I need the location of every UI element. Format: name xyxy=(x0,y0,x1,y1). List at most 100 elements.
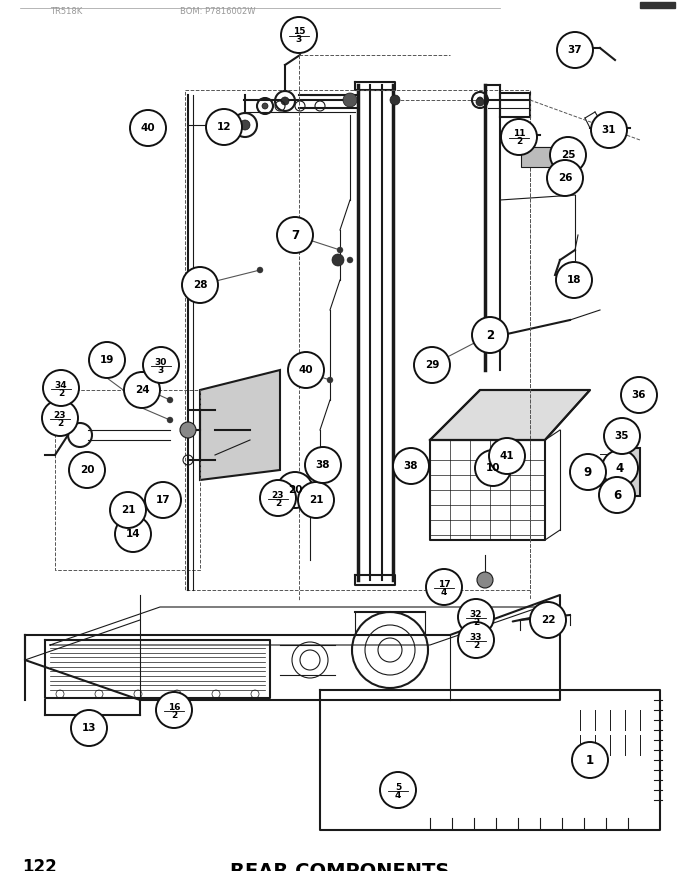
Circle shape xyxy=(89,342,125,378)
Circle shape xyxy=(477,337,483,343)
Text: 12: 12 xyxy=(217,122,231,132)
Text: 31: 31 xyxy=(602,125,616,135)
Circle shape xyxy=(599,477,635,513)
Text: 14: 14 xyxy=(126,529,140,539)
Circle shape xyxy=(347,257,353,263)
Circle shape xyxy=(337,247,343,253)
Circle shape xyxy=(550,137,586,173)
Text: 20: 20 xyxy=(288,485,302,495)
Text: 15: 15 xyxy=(293,28,305,37)
Circle shape xyxy=(477,97,483,103)
Text: 25: 25 xyxy=(561,150,575,160)
Text: 17: 17 xyxy=(438,579,450,589)
Text: REAR COMPONENTS: REAR COMPONENTS xyxy=(231,862,449,871)
Circle shape xyxy=(390,95,400,105)
Circle shape xyxy=(591,112,627,148)
Circle shape xyxy=(257,267,263,273)
Circle shape xyxy=(621,377,657,413)
Circle shape xyxy=(143,347,179,383)
Circle shape xyxy=(124,372,160,408)
Text: 19: 19 xyxy=(100,355,114,365)
Circle shape xyxy=(110,492,146,528)
Circle shape xyxy=(71,710,107,746)
Text: 36: 36 xyxy=(632,390,646,400)
Text: 30: 30 xyxy=(155,357,167,367)
Circle shape xyxy=(332,254,344,266)
Bar xyxy=(521,147,563,167)
Text: 34: 34 xyxy=(54,381,67,389)
Circle shape xyxy=(604,418,640,454)
Circle shape xyxy=(557,32,593,68)
Text: 6: 6 xyxy=(613,489,621,502)
Circle shape xyxy=(43,370,79,406)
Circle shape xyxy=(393,448,429,484)
Text: 3: 3 xyxy=(158,366,164,375)
Circle shape xyxy=(343,93,357,107)
Circle shape xyxy=(570,454,606,490)
Text: 3: 3 xyxy=(296,36,302,44)
Text: BOM: P7816002W: BOM: P7816002W xyxy=(180,7,256,16)
Circle shape xyxy=(281,97,289,105)
Circle shape xyxy=(145,482,181,518)
Circle shape xyxy=(260,480,296,516)
Circle shape xyxy=(472,317,508,353)
Text: 38: 38 xyxy=(316,460,330,470)
Text: 29: 29 xyxy=(425,360,439,370)
Text: 21: 21 xyxy=(309,495,323,505)
Text: 37: 37 xyxy=(568,45,582,55)
Text: 9: 9 xyxy=(584,465,592,478)
Circle shape xyxy=(489,438,525,474)
Circle shape xyxy=(562,272,568,278)
Circle shape xyxy=(180,422,196,438)
Circle shape xyxy=(475,450,511,486)
Circle shape xyxy=(572,742,608,778)
Circle shape xyxy=(565,43,575,53)
Text: 28: 28 xyxy=(192,280,207,290)
Text: 23: 23 xyxy=(272,490,284,499)
Circle shape xyxy=(69,452,105,488)
Text: 40: 40 xyxy=(141,123,155,133)
Text: 5: 5 xyxy=(395,782,401,792)
Circle shape xyxy=(167,417,173,423)
Circle shape xyxy=(182,267,218,303)
Polygon shape xyxy=(430,390,590,440)
Circle shape xyxy=(298,482,334,518)
Circle shape xyxy=(288,352,324,388)
Circle shape xyxy=(206,109,242,145)
Text: 11: 11 xyxy=(513,130,525,138)
Circle shape xyxy=(305,447,341,483)
Text: 2: 2 xyxy=(171,711,177,719)
Circle shape xyxy=(477,572,493,588)
Circle shape xyxy=(262,103,268,109)
Circle shape xyxy=(458,599,494,635)
Circle shape xyxy=(602,450,638,486)
Circle shape xyxy=(156,692,192,728)
Text: 2: 2 xyxy=(58,388,64,397)
Text: 21: 21 xyxy=(121,505,135,515)
Circle shape xyxy=(556,262,592,298)
Text: 22: 22 xyxy=(541,615,556,625)
Circle shape xyxy=(281,17,317,53)
Text: 122: 122 xyxy=(22,858,56,871)
Text: 23: 23 xyxy=(54,410,66,420)
Circle shape xyxy=(167,397,173,403)
Circle shape xyxy=(392,97,398,103)
Polygon shape xyxy=(200,370,280,480)
Circle shape xyxy=(277,217,313,253)
Text: 26: 26 xyxy=(558,173,573,183)
Text: 41: 41 xyxy=(500,451,514,461)
Circle shape xyxy=(380,772,416,808)
Text: TR518K: TR518K xyxy=(50,7,82,16)
Text: 13: 13 xyxy=(82,723,97,733)
Text: 17: 17 xyxy=(156,495,170,505)
Circle shape xyxy=(501,119,537,155)
Text: 35: 35 xyxy=(615,431,629,441)
Text: 4: 4 xyxy=(616,462,624,475)
Text: 2: 2 xyxy=(473,618,479,626)
Text: 1: 1 xyxy=(586,753,594,766)
Text: 38: 38 xyxy=(404,461,418,471)
Text: 2: 2 xyxy=(516,138,522,146)
Circle shape xyxy=(327,377,333,383)
Circle shape xyxy=(414,347,450,383)
Text: 24: 24 xyxy=(135,385,150,395)
